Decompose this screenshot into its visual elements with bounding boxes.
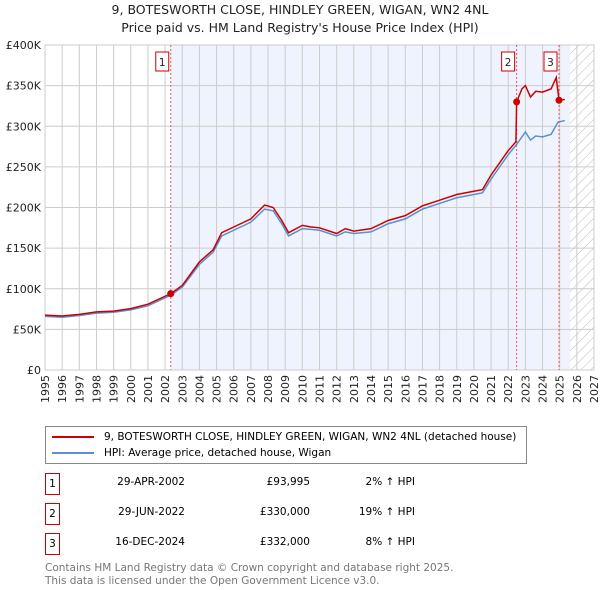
x-tick-label: 2023 — [519, 375, 532, 403]
chart-title: 9, BOTESWORTH CLOSE, HINDLEY GREEN, WIGA… — [111, 2, 489, 17]
x-tick-label: 2022 — [502, 375, 515, 403]
legend-red-swatch — [52, 436, 94, 438]
x-tick-label: 2004 — [193, 375, 206, 403]
y-tick-label: £400K — [6, 39, 42, 52]
footer: Contains HM Land Registry data © Crown c… — [45, 562, 453, 587]
sale-point — [167, 290, 175, 298]
x-tick-label: 2013 — [348, 375, 361, 403]
legend-blue-swatch — [52, 452, 94, 454]
x-tick-label: 1995 — [39, 375, 52, 403]
sale-number: 1 — [45, 473, 60, 495]
x-tick-label: 2014 — [365, 375, 378, 403]
sale-price: £330,000 — [259, 506, 310, 518]
y-tick-label: £150K — [6, 242, 42, 255]
sale-marker-box — [501, 51, 516, 72]
x-tick-label: 2007 — [245, 375, 258, 403]
x-tick-label: 1999 — [108, 375, 121, 403]
legend-hpi-label: HPI: Average price, detached house, Wiga… — [104, 447, 332, 459]
y-tick-label: £0 — [27, 364, 41, 377]
x-tick-label: 1997 — [73, 375, 86, 403]
x-tick-label: 2003 — [176, 375, 189, 403]
x-tick-label: 2024 — [537, 375, 550, 403]
footer-line-2: This data is licensed under the Open Gov… — [45, 574, 380, 587]
sale-marker-number: 3 — [547, 57, 554, 69]
sale-hpi-diff: 8% ↑ HPI — [365, 536, 415, 548]
sale-date: 29-APR-2002 — [117, 476, 185, 488]
sale-row: 1 29-APR-2002 £93,995 2% ↑ HPI — [45, 473, 445, 495]
sale-point — [555, 96, 563, 104]
legend: 9, BOTESWORTH CLOSE, HINDLEY GREEN, WIGA… — [45, 426, 527, 464]
x-tick-label: 2009 — [279, 375, 292, 403]
x-tick-label: 2010 — [296, 375, 309, 403]
x-tick-label: 2002 — [159, 375, 172, 403]
x-tick-label: 2020 — [468, 375, 481, 403]
sale-row: 3 16-DEC-2024 £332,000 8% ↑ HPI — [45, 533, 445, 555]
sale-number: 3 — [45, 533, 60, 555]
y-tick-label: £300K — [6, 120, 42, 133]
footer-line-1: Contains HM Land Registry data © Crown c… — [45, 562, 454, 574]
y-tick-label: £100K — [6, 283, 42, 296]
sale-date: 16-DEC-2024 — [115, 536, 185, 548]
x-tick-label: 2006 — [228, 375, 241, 403]
x-tick-label: 2027 — [588, 375, 600, 403]
x-tick-label: 2019 — [451, 375, 464, 403]
sale-marker-box — [543, 51, 558, 72]
x-tick-label: 1998 — [90, 375, 103, 403]
x-tick-label: 2005 — [211, 375, 224, 403]
sale-price: £93,995 — [266, 476, 310, 488]
x-tick-label: 2012 — [331, 375, 344, 403]
x-tick-label: 2026 — [571, 375, 584, 403]
sale-row: 2 29-JUN-2022 £330,000 19% ↑ HPI — [45, 503, 445, 525]
price-chart: 1995 1996 1997 1998 1999 2000 2001 2002 2003 2004… — [6, 39, 600, 403]
series-line — [44, 74, 565, 317]
y-tick-label: £200K — [6, 202, 42, 215]
chart-subtitle: Price paid vs. HM Land Registry's House … — [121, 20, 479, 35]
x-tick-label: 2015 — [382, 375, 395, 403]
x-tick-label: 2018 — [434, 375, 447, 403]
x-tick-label: 1996 — [56, 375, 69, 403]
x-tick-label: 2016 — [399, 375, 412, 403]
sale-marker-box — [155, 51, 170, 72]
x-tick-label: 2017 — [416, 375, 429, 403]
x-tick-label: 2025 — [554, 375, 567, 403]
sale-hpi-diff: 19% ↑ HPI — [358, 506, 415, 518]
sale-number: 2 — [45, 503, 60, 525]
sale-marker-number: 1 — [159, 57, 166, 69]
x-tick-label: 2008 — [262, 375, 275, 403]
legend-property-label: 9, BOTESWORTH CLOSE, HINDLEY GREEN, WIGA… — [104, 431, 517, 443]
y-tick-label: £350K — [6, 80, 42, 93]
sale-point — [513, 98, 521, 106]
x-tick-label: 2001 — [142, 375, 155, 403]
x-tick-label: 2000 — [125, 375, 138, 403]
y-tick-label: £50K — [13, 323, 42, 336]
x-tick-label: 2021 — [485, 375, 498, 403]
sale-date: 29-JUN-2022 — [118, 506, 185, 518]
y-tick-label: £250K — [6, 161, 42, 174]
sale-marker-number: 2 — [505, 57, 512, 69]
sale-hpi-diff: 2% ↑ HPI — [365, 476, 415, 488]
x-tick-label: 2011 — [314, 375, 327, 403]
sale-price: £332,000 — [259, 536, 310, 548]
